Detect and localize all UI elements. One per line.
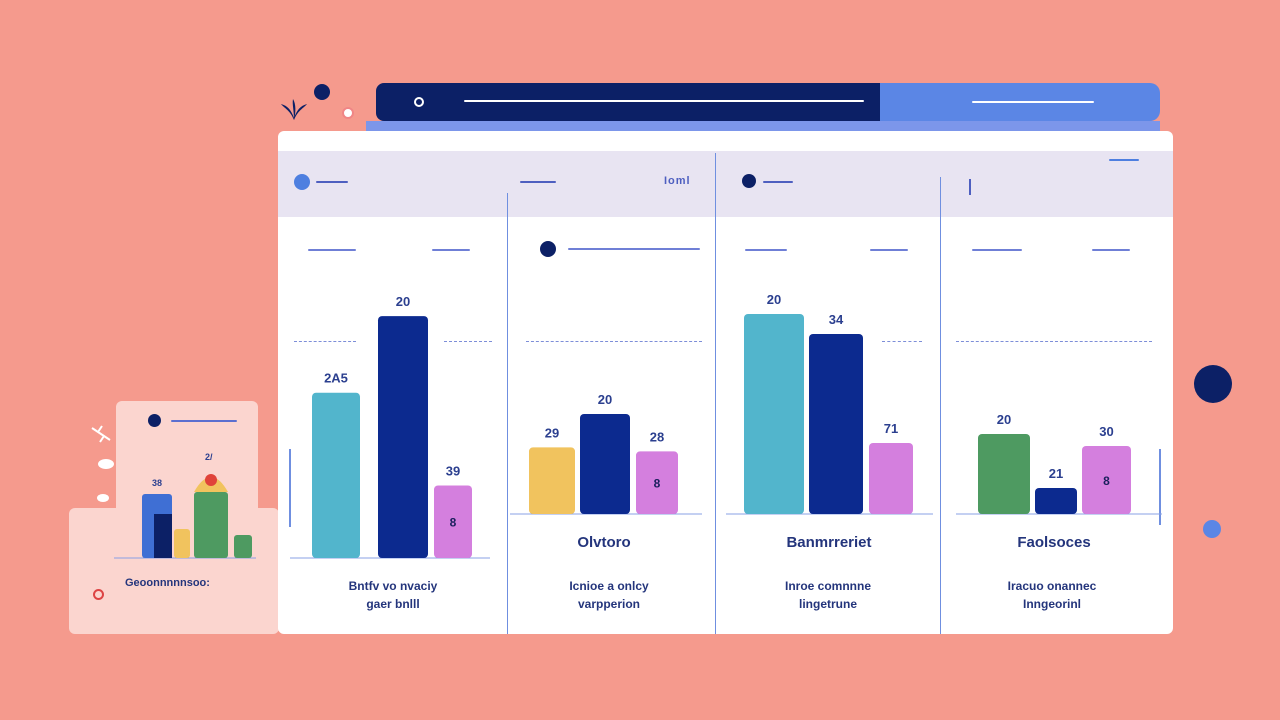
petal-icon	[98, 459, 114, 469]
mini-card-ring	[93, 589, 104, 600]
mini-chart-bar	[154, 514, 172, 558]
chart4-bar-label: 21	[1049, 466, 1063, 481]
chart4-description-line: Inngeorinl	[1023, 597, 1081, 611]
chart3-bar-label: 20	[767, 292, 781, 307]
col4-subtitle-line	[972, 249, 1022, 251]
header-dot-blue	[294, 174, 310, 190]
col2-gridline	[526, 341, 702, 342]
chart3-bar[interactable]	[809, 334, 863, 514]
chart3-caption: Banmrreriet	[786, 534, 872, 551]
mini-chart-bar	[174, 529, 190, 558]
chart2-bar-label: 29	[545, 425, 559, 440]
chart1-description-line: Bntfv vo nvaciy	[348, 579, 438, 593]
leaf-icon	[281, 99, 307, 120]
tab-bar[interactable]	[880, 83, 1160, 121]
chart3-bar-label: 34	[829, 312, 844, 327]
header-tag[interactable]: Ioml	[664, 175, 691, 187]
chart4-caption: Faolsoces	[1017, 534, 1091, 551]
chart2-bar-label: 28	[650, 429, 664, 444]
chart3-description-line: lingetrune	[798, 597, 857, 611]
chart4-inner-label: 8	[1103, 474, 1110, 488]
header-dot-navy	[742, 174, 756, 188]
header-line	[316, 181, 348, 183]
mini-chart-bar	[194, 492, 228, 558]
petal-icon	[97, 494, 109, 502]
header-line	[520, 181, 556, 183]
address-line	[464, 100, 864, 102]
col1-subtitle-line	[432, 249, 470, 251]
chart4-bar-label: 20	[997, 412, 1011, 427]
decor-dot	[314, 84, 330, 100]
chart2-inner-label: 8	[654, 477, 661, 491]
chart4-bar[interactable]	[1082, 446, 1131, 514]
col1-subtitle-line	[308, 249, 356, 251]
chart2-description-line: Icnioe a onlcy	[569, 579, 649, 593]
window-titlebar-strip	[366, 121, 1160, 131]
column-divider	[715, 153, 716, 634]
chart4-bar-label: 30	[1099, 424, 1113, 439]
col4-gridline	[956, 341, 1152, 342]
decor-dot-small	[1203, 520, 1221, 538]
chart2-bar-label: 20	[598, 392, 612, 407]
col1-gridline	[444, 341, 492, 342]
chart2-caption: Olvtoro	[577, 534, 631, 551]
chart2-description-line: varpperion	[577, 597, 640, 611]
chart4-description-line: Iracuo onannec	[1007, 579, 1097, 593]
chart3-bar[interactable]	[744, 314, 804, 514]
col2-subtitle-line	[568, 248, 700, 250]
chart1-bar-label: 39	[446, 463, 460, 478]
decor-ring	[342, 107, 354, 119]
col2-dot	[540, 241, 556, 257]
header-line	[763, 181, 793, 183]
mini-chart-label: 38	[152, 478, 162, 488]
chart2-bar[interactable]	[580, 414, 630, 514]
col3-subtitle-line	[745, 249, 787, 251]
address-bar[interactable]	[376, 83, 889, 121]
column-divider	[940, 177, 941, 634]
twig-icon	[91, 425, 111, 443]
chart4-description: Iracuo onannec Inngeorinl	[957, 577, 1147, 613]
header-tick	[969, 179, 971, 195]
column-divider	[507, 193, 508, 634]
chart4-bar[interactable]	[1035, 488, 1077, 514]
bar-charts: 2A5 20 39 8 29 20 28 8 20 34 71 20 21 30 8	[290, 292, 1162, 559]
tab-line	[972, 101, 1094, 103]
mini-card-dot	[148, 414, 161, 427]
chart1-description: Bntfv vo nvaciy gaer bnlll	[298, 577, 488, 613]
dashboard-panel: Ioml 2A5 20 39 8 29 20 28 8 20 34 71 20 21 30 8 Olvtor…	[278, 131, 1173, 634]
chart1-bar[interactable]	[378, 316, 428, 558]
mini-chart-top-label: 2/	[205, 452, 213, 462]
col4-subtitle-line	[1092, 249, 1130, 251]
chart1-bar-label: 2A5	[324, 371, 348, 386]
col1-axis	[289, 449, 291, 527]
mini-chart: 38 2/	[114, 452, 256, 559]
chart1-bar-label: 20	[396, 294, 410, 309]
col4-axis	[1159, 449, 1161, 525]
panel-header	[278, 151, 1173, 217]
chart3-description: Inroe comnnne lingetrune	[733, 577, 923, 613]
chart3-bar[interactable]	[869, 443, 913, 514]
decor-dot-large	[1194, 365, 1232, 403]
chart1-bar[interactable]	[312, 392, 360, 558]
radio-icon[interactable]	[414, 97, 424, 107]
col3-gridline	[882, 341, 922, 342]
chart2-bar[interactable]	[636, 451, 678, 514]
col1-gridline	[294, 341, 356, 342]
chart2-description: Icnioe a onlcy varpperion	[514, 577, 704, 613]
mini-card-title-line	[171, 420, 237, 422]
chart3-bar-label: 71	[884, 421, 898, 436]
header-line	[1109, 159, 1139, 161]
mini-chart-bar	[234, 535, 252, 558]
chart1-bar[interactable]	[434, 485, 472, 558]
chart3-description-line: Inroe comnnne	[784, 579, 871, 593]
chart2-bar[interactable]	[529, 447, 575, 514]
mini-chart-marker	[205, 474, 217, 486]
col3-subtitle-line	[870, 249, 908, 251]
mini-card-caption: Geoonnnnnsoo:	[125, 577, 210, 589]
chart1-inner-label: 8	[450, 516, 457, 530]
chart4-bar[interactable]	[978, 434, 1030, 514]
chart1-description-line: gaer bnlll	[366, 597, 420, 611]
